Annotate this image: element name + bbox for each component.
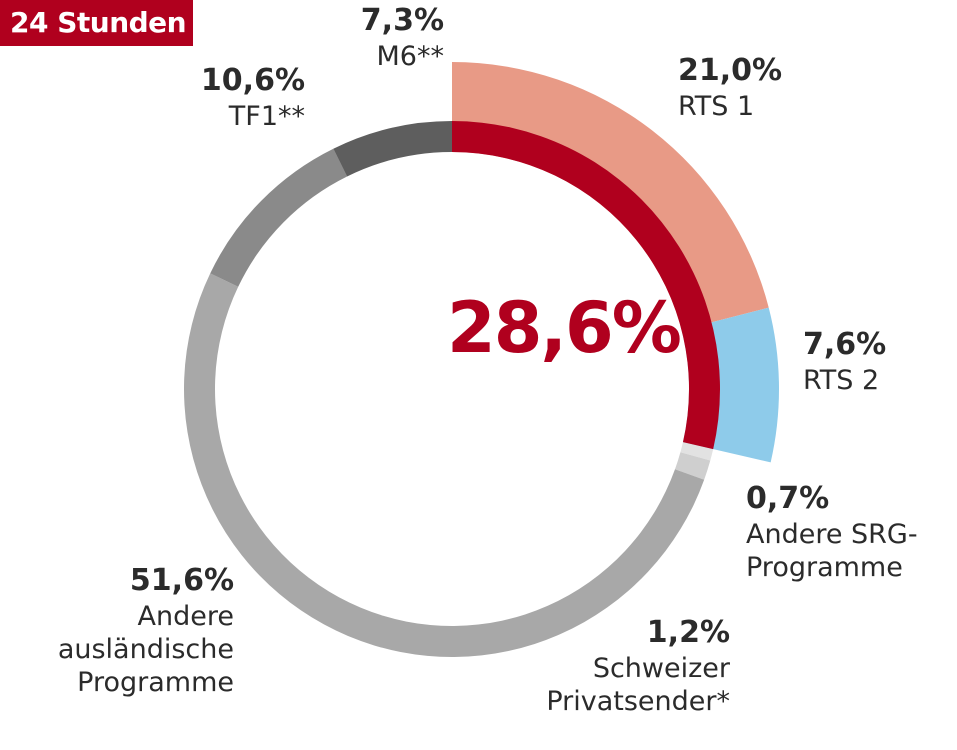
label-private-value: 1,2% [646,615,730,650]
label-m6-name: M6** [376,41,444,72]
segment-srg-total [452,121,721,450]
label-m6: 7,3% M6** [361,2,444,73]
label-rts1-value: 21,0% [678,53,783,88]
label-foreign-name: Andere ausländische Programme [57,601,234,698]
label-m6-value: 7,3% [360,3,444,38]
label-rts1: 21,0% RTS 1 [678,52,782,123]
label-foreign: 51,6% Andere ausländische Programme [58,562,234,699]
label-srg-other: 0,7% Andere SRG- Programme [746,480,918,584]
segment-andere-srg-programme [680,442,714,461]
label-private-name: Schweizer Privatsender* [546,653,730,717]
label-private: 1,2% Schweizer Privatsender* [546,614,730,718]
center-value: 28,6% [447,287,682,369]
label-rts2-value: 7,6% [803,327,887,362]
label-foreign-value: 51,6% [129,563,234,598]
label-srg-other-name: Andere SRG- Programme [746,519,918,583]
badge-24-stunden: 24 Stunden [0,0,193,46]
label-rts1-name: RTS 1 [678,91,755,122]
label-tf1-name: TF1** [228,101,305,132]
label-rts2: 7,6% RTS 2 [803,326,886,397]
label-tf1: 10,6% TF1** [201,62,305,133]
segment-m6 [333,121,452,177]
label-rts2-name: RTS 2 [803,365,880,396]
label-srg-other-value: 0,7% [746,481,830,516]
segment-tf1 [210,148,348,287]
segment-schweizer-privatsender [674,452,711,480]
label-tf1-value: 10,6% [200,63,305,98]
